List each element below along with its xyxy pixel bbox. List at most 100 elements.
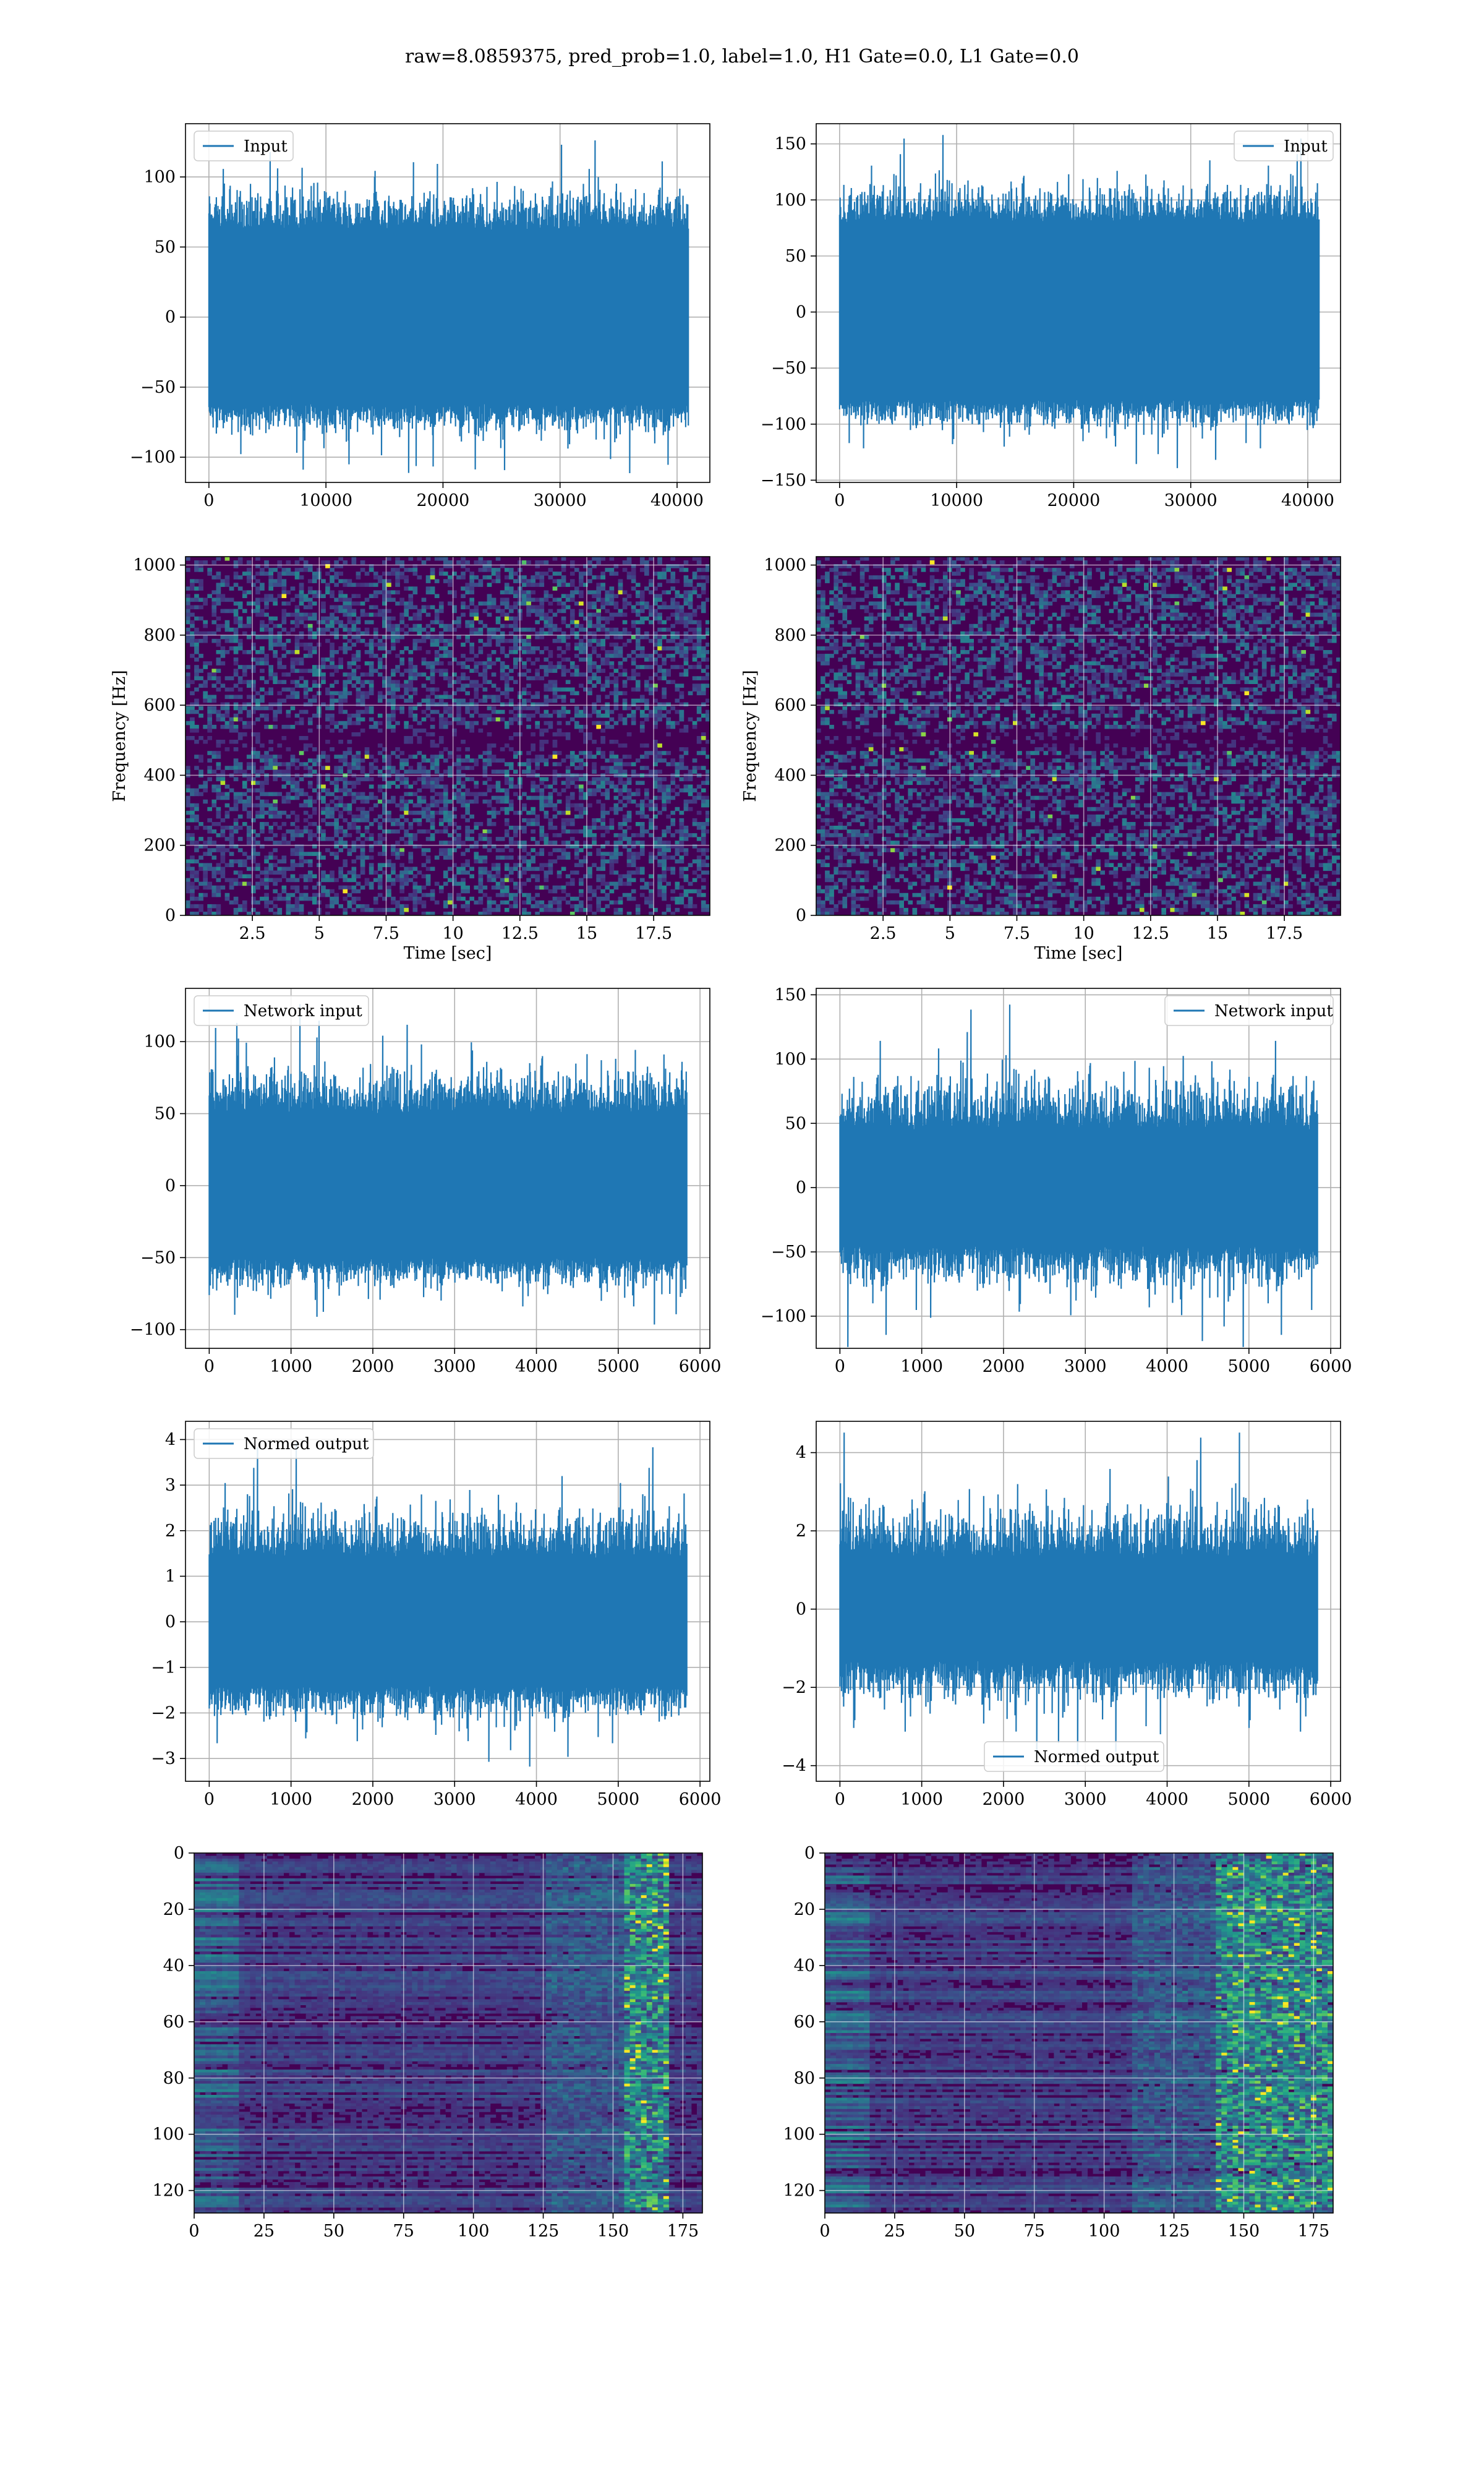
l1-normed-output-ytick-label: −4 bbox=[782, 1757, 806, 1776]
l1-feature-map-ytick-label: 80 bbox=[794, 2069, 815, 2088]
h1-normed-output-ytick-label: 4 bbox=[165, 1430, 176, 1449]
l1-input-ytick-label: −150 bbox=[761, 471, 806, 490]
l1-spectrogram-xtick-label: 17.5 bbox=[1266, 924, 1303, 943]
l1-spectrogram-ytick-label: 800 bbox=[774, 626, 806, 645]
l1-spectrogram-xtick-label: 2.5 bbox=[870, 924, 897, 943]
h1-input-xtick-label: 20000 bbox=[416, 491, 469, 510]
h1-spectrogram-ytick-label: 0 bbox=[165, 906, 176, 925]
l1-network-input-ytick-label: −100 bbox=[761, 1307, 806, 1326]
l1-normed-output-xtick-label: 2000 bbox=[983, 1790, 1025, 1809]
l1-feature-map-xtick-label: 50 bbox=[954, 2222, 975, 2241]
h1-network-input-legend: Network input bbox=[194, 995, 369, 1026]
h1-input-ytick-label: −50 bbox=[140, 378, 176, 397]
l1-normed-output-xtick-label: 5000 bbox=[1227, 1790, 1270, 1809]
l1-input-ytick-label: 0 bbox=[796, 303, 806, 322]
l1-normed-output-xtick-label: 6000 bbox=[1310, 1790, 1352, 1809]
l1-network-input-xtick-label: 5000 bbox=[1227, 1357, 1270, 1376]
l1-network-input-xtick-label: 4000 bbox=[1146, 1357, 1188, 1376]
l1-spectrogram-xtick-label: 5 bbox=[945, 924, 955, 943]
l1-normed-output-legend-label: Normed output bbox=[1034, 1748, 1159, 1766]
h1-feature-map-xtick-label: 150 bbox=[597, 2222, 629, 2241]
h1-feature-map-ytick-label: 100 bbox=[152, 2125, 184, 2144]
l1-normed-output-xtick-label: 1000 bbox=[900, 1790, 943, 1809]
l1-feature-map-xtick-label: 75 bbox=[1024, 2222, 1045, 2241]
l1-normed-output-xtick-label: 3000 bbox=[1064, 1790, 1107, 1809]
l1-network-input-ytick-label: 50 bbox=[785, 1114, 806, 1133]
h1-network-input-series-line bbox=[208, 1004, 688, 1325]
h1-input-xtick-label: 30000 bbox=[534, 491, 587, 510]
h1-input-legend-label: Input bbox=[244, 137, 288, 156]
l1-network-input-legend-label: Network input bbox=[1214, 1002, 1333, 1021]
subplot-grid: 0 10000 20000 30000 40000−100−50050100Input0… bbox=[110, 123, 1352, 2241]
l1-normed-output-xtick-label: 4000 bbox=[1146, 1790, 1188, 1809]
h1-feature-map-ytick-label: 40 bbox=[163, 1956, 184, 1975]
h1-normed-output-ytick-label: 2 bbox=[165, 1522, 176, 1541]
l1-input-xtick-label: 10000 bbox=[930, 491, 983, 510]
l1-normed-output-ytick-label: 0 bbox=[796, 1600, 806, 1619]
l1-input-ytick-label: −50 bbox=[771, 359, 806, 378]
h1-input-ytick-label: −100 bbox=[130, 448, 176, 467]
h1-normed-output-xtick-label: 0 bbox=[204, 1790, 215, 1809]
l1-network-input-xtick-label: 2000 bbox=[983, 1357, 1025, 1376]
l1-network-input-ytick-label: 150 bbox=[774, 985, 806, 1004]
h1-feature-map-xtick-label: 175 bbox=[667, 2222, 699, 2241]
l1-normed-output-ytick-label: −2 bbox=[782, 1678, 806, 1697]
l1-feature-map-ytick-label: 100 bbox=[783, 2125, 815, 2144]
l1-spectrogram-ytick-label: 400 bbox=[774, 766, 806, 785]
l1-network-input-axes-frame bbox=[816, 988, 1341, 1349]
l1-feature-map-xtick-label: 150 bbox=[1228, 2222, 1260, 2241]
h1-normed-output-series-line bbox=[208, 1442, 688, 1767]
l1-network-input-series-line bbox=[839, 1004, 1318, 1347]
l1-network-input-ytick-label: 0 bbox=[796, 1178, 806, 1197]
l1-input-axes-frame bbox=[816, 123, 1341, 483]
l1-spectrogram-ytick-label: 0 bbox=[796, 906, 806, 925]
l1-feature-map-xtick-label: 25 bbox=[884, 2222, 905, 2241]
l1-spectrogram-xtick-label: 10 bbox=[1073, 924, 1094, 943]
h1-network-input-panel: 0 1000 2000 3000 4000 5000 6000 −100 −50 0 50 100 Ne… bbox=[130, 988, 721, 1376]
l1-input-panel: 0 10000 20000 30000 40000 −150 −100 −50 0 50 100 15… bbox=[761, 123, 1341, 510]
h1-input-panel: 0 10000 20000 30000 40000 −100 −50 0 50 100 Input bbox=[130, 123, 710, 510]
h1-input-series-line bbox=[208, 140, 689, 474]
h1-feature-map-grid bbox=[194, 1852, 702, 2213]
h1-feature-map-heatmap bbox=[194, 1853, 702, 2213]
h1-input-ytick-label: 50 bbox=[155, 238, 176, 257]
h1-spectrogram-heatmap bbox=[186, 557, 710, 915]
h1-normed-output-ytick-label: 3 bbox=[165, 1476, 176, 1495]
h1-input-xtick-label: 10000 bbox=[299, 491, 352, 510]
h1-spectrogram-ytick-label: 600 bbox=[143, 696, 176, 715]
l1-input-xtick-label: 30000 bbox=[1164, 491, 1217, 510]
h1-network-input-xtick-label: 0 bbox=[204, 1357, 215, 1376]
l1-network-input-legend: Network input bbox=[1164, 995, 1334, 1026]
l1-feature-map-panel: 0 25 50 75 100 125 150 175 0 20 40 60 80 100 120 bbox=[783, 1844, 1334, 2241]
h1-network-input-xtick-label: 2000 bbox=[352, 1357, 394, 1376]
h1-feature-map-xtick-label: 125 bbox=[527, 2222, 560, 2241]
h1-input-legend: Input bbox=[194, 131, 294, 161]
h1-feature-map-ytick-label: 80 bbox=[163, 2069, 184, 2088]
l1-network-input-panel: 0 1000 2000 3000 4000 5000 6000 −100 −50 0 50 100 15… bbox=[761, 985, 1352, 1376]
h1-spectrogram-xtick-label: 17.5 bbox=[635, 924, 672, 943]
l1-normed-output-axes-frame bbox=[816, 1421, 1341, 1782]
h1-feature-map-ytick-label: 20 bbox=[163, 1900, 184, 1919]
h1-normed-output-ytick-label: −1 bbox=[151, 1658, 176, 1677]
h1-normed-output-axes-frame bbox=[185, 1421, 710, 1782]
h1-feature-map-xtick-label: 100 bbox=[458, 2222, 490, 2241]
l1-feature-map-xtick-label: 100 bbox=[1088, 2222, 1120, 2241]
l1-input-ytick-label: 100 bbox=[774, 190, 806, 210]
l1-input-xtick-label: 40000 bbox=[1281, 491, 1334, 510]
l1-spectrogram-ylabel: Frequency [Hz] bbox=[741, 670, 760, 802]
h1-spectrogram-ytick-label: 200 bbox=[143, 836, 176, 855]
l1-feature-map-xtick-label: 0 bbox=[819, 2222, 830, 2241]
l1-spectrogram-ytick-label: 1000 bbox=[764, 556, 806, 575]
l1-normed-output-xtick-label: 0 bbox=[835, 1790, 845, 1809]
h1-feature-map-ytick-label: 120 bbox=[152, 2181, 184, 2201]
h1-spectrogram-ylabel: Frequency [Hz] bbox=[110, 670, 129, 802]
h1-network-input-xtick-label: 1000 bbox=[270, 1357, 312, 1376]
h1-feature-map-xtick-label: 25 bbox=[254, 2222, 275, 2241]
l1-spectrogram-panel: 2.5 5 7.5 10 12.5 15 17.5 0 200 400 600 800 1000 Time… bbox=[741, 556, 1341, 963]
l1-network-input-xtick-label: 0 bbox=[835, 1357, 845, 1376]
l1-feature-map-ytick-label: 40 bbox=[794, 1956, 815, 1975]
h1-spectrogram-xtick-label: 7.5 bbox=[373, 924, 399, 943]
h1-normed-output-legend: Normed output bbox=[194, 1428, 374, 1459]
l1-spectrogram-heatmap bbox=[816, 557, 1341, 915]
